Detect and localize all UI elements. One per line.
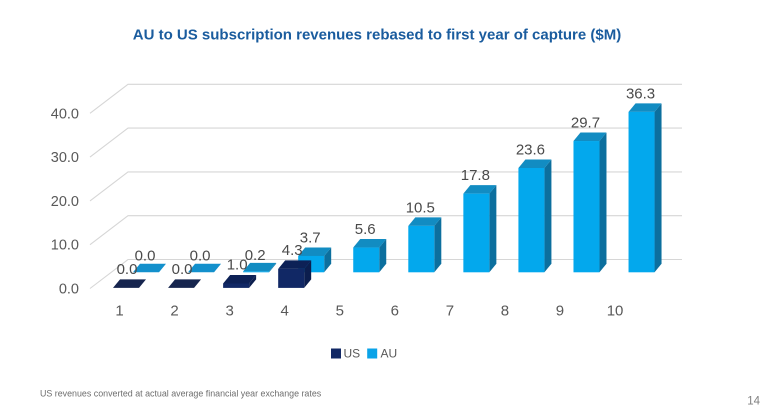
svg-text:0.2: 0.2 xyxy=(245,247,266,264)
svg-text:7: 7 xyxy=(446,302,454,319)
svg-text:AU to US subscription revenues: AU to US subscription revenues rebased t… xyxy=(133,27,621,44)
svg-text:17.8: 17.8 xyxy=(461,167,490,184)
svg-text:3: 3 xyxy=(225,302,233,319)
svg-text:40.0: 40.0 xyxy=(51,106,79,122)
svg-text:10.0: 10.0 xyxy=(51,238,79,254)
svg-text:23.6: 23.6 xyxy=(516,141,545,158)
svg-text:36.3: 36.3 xyxy=(626,85,655,102)
svg-text:0.0: 0.0 xyxy=(172,261,193,278)
svg-text:1: 1 xyxy=(115,302,123,319)
svg-text:US revenues converted at actua: US revenues converted at actual average … xyxy=(40,389,322,399)
svg-text:5.6: 5.6 xyxy=(355,221,376,238)
svg-text:4: 4 xyxy=(281,302,289,319)
svg-text:10.5: 10.5 xyxy=(406,199,435,216)
svg-text:1.0: 1.0 xyxy=(227,257,248,274)
svg-text:29.7: 29.7 xyxy=(571,114,600,131)
svg-text:30.0: 30.0 xyxy=(51,150,79,166)
svg-text:14: 14 xyxy=(747,396,760,408)
svg-text:3.7: 3.7 xyxy=(300,229,321,246)
svg-text:6: 6 xyxy=(391,302,399,319)
svg-text:4.3: 4.3 xyxy=(282,242,303,259)
svg-text:0.0: 0.0 xyxy=(117,261,138,278)
svg-text:0.0: 0.0 xyxy=(190,248,211,265)
svg-text:20.0: 20.0 xyxy=(51,194,79,210)
svg-text:9: 9 xyxy=(556,302,564,319)
svg-text:US: US xyxy=(344,347,361,361)
svg-text:0.0: 0.0 xyxy=(135,248,156,265)
svg-text:8: 8 xyxy=(501,302,509,319)
svg-text:10: 10 xyxy=(607,302,624,319)
svg-text:5: 5 xyxy=(336,302,344,319)
svg-text:2: 2 xyxy=(170,302,178,319)
svg-text:0.0: 0.0 xyxy=(59,282,79,298)
svg-text:AU: AU xyxy=(381,347,398,361)
